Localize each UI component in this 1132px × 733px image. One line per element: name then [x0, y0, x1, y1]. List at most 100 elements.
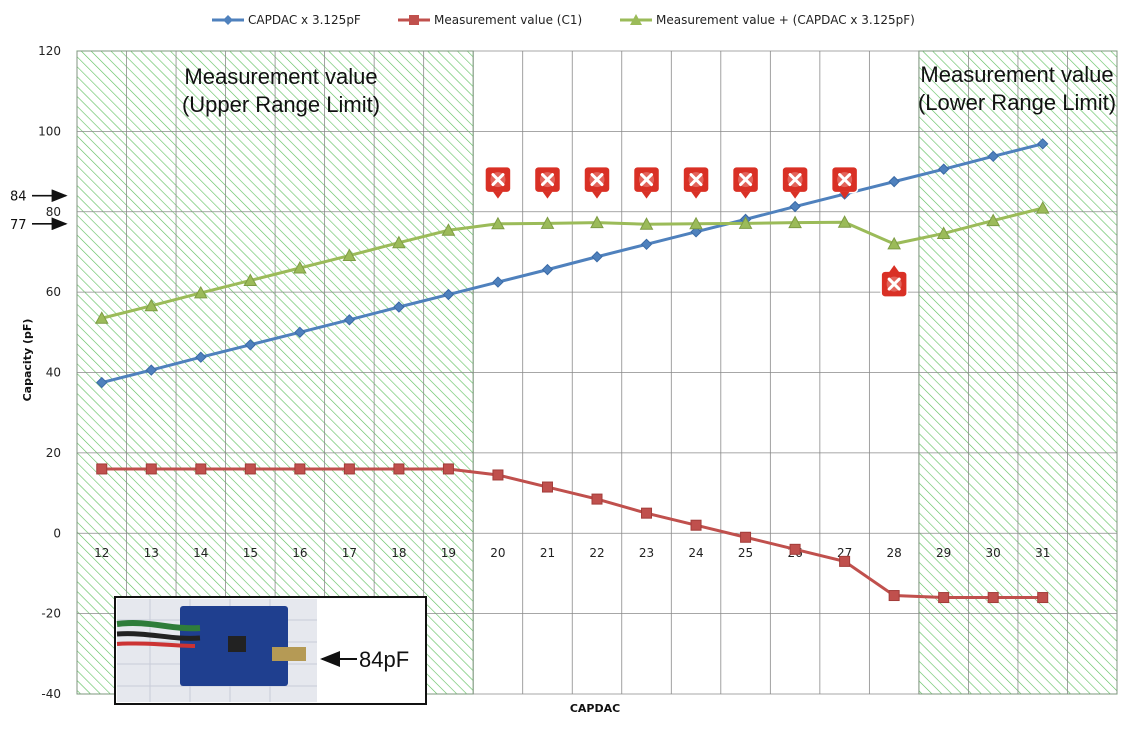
sensor-chip	[228, 636, 246, 652]
data-point	[244, 463, 256, 475]
x-tick-label: 31	[1035, 546, 1050, 560]
y-tick-labels: -40 -20 0 20 40 60 80 100 120	[38, 44, 61, 701]
data-point	[343, 463, 355, 475]
data-point	[393, 463, 405, 475]
error-x-icon	[484, 165, 512, 199]
lower-range-label-line1: Measurement value	[920, 62, 1113, 87]
legend: CAPDAC x 3.125pF Measurement value (C1) Me…	[212, 13, 915, 27]
photo-caption: 84pF	[359, 647, 409, 672]
data-point	[96, 376, 108, 389]
error-x-icon	[583, 165, 611, 199]
data-point	[887, 236, 901, 250]
y-tick-label: 60	[46, 285, 61, 299]
data-point	[343, 314, 356, 326]
error-x-icon	[781, 165, 809, 199]
pin-header	[272, 647, 306, 661]
data-point	[936, 226, 951, 239]
data-point	[492, 276, 504, 288]
data-point	[837, 215, 852, 228]
y-tick-label: 40	[46, 366, 61, 380]
series-line	[101, 206, 1044, 320]
upper-range-label-line2: (Upper Range Limit)	[182, 92, 380, 117]
data-point	[640, 238, 653, 251]
x-tick-label: 19	[441, 546, 456, 560]
data-point	[591, 493, 603, 505]
x-tick-label: 13	[144, 546, 159, 560]
data-point	[689, 216, 703, 230]
series-2	[96, 463, 1049, 604]
x-tick-label: 30	[986, 546, 1001, 560]
legend-label: Measurement value (C1)	[434, 13, 582, 27]
error-x-icon	[682, 165, 710, 199]
y-tick-label: 0	[53, 526, 61, 540]
data-point	[294, 463, 306, 475]
data-point	[195, 351, 207, 363]
data-point	[94, 311, 109, 324]
data-point	[987, 592, 999, 604]
error-x-icon	[830, 165, 859, 199]
data-point	[442, 288, 455, 301]
x-tick-labels: 1213141516171819202122232425262728293031	[94, 546, 1050, 560]
y-tick-label: 20	[46, 446, 61, 460]
ref-arrow-label: 84	[10, 190, 27, 205]
sensor-photo-inset: 84pF	[114, 596, 427, 705]
y-tick-label: -40	[41, 687, 61, 701]
data-point	[195, 463, 207, 475]
data-point	[342, 248, 357, 262]
series-layer	[94, 138, 1050, 604]
data-point	[738, 216, 753, 229]
data-point	[293, 260, 307, 274]
data-point	[492, 469, 504, 481]
data-point	[441, 223, 456, 236]
y-tick-label: 120	[38, 44, 61, 58]
data-point	[591, 251, 603, 263]
data-point	[938, 592, 950, 604]
data-point	[541, 481, 553, 493]
x-tick-label: 23	[639, 546, 654, 560]
error-x-icon	[632, 165, 661, 199]
x-tick-label: 28	[887, 546, 902, 560]
x-tick-label: 29	[936, 546, 951, 560]
series-line	[101, 142, 1044, 385]
data-point	[540, 216, 555, 229]
data-point	[144, 298, 159, 312]
data-point	[1037, 138, 1049, 150]
x-tick-label: 16	[292, 546, 307, 560]
data-point	[639, 217, 654, 230]
data-point	[986, 213, 1001, 227]
data-point	[392, 235, 406, 249]
x-tick-label: 12	[94, 546, 109, 560]
data-point	[193, 285, 208, 299]
legend-entry-3: Measurement value + (CAPDAC x 3.125pF)	[620, 13, 915, 27]
series-3	[94, 201, 1050, 324]
data-point	[393, 301, 405, 313]
data-point	[641, 507, 653, 519]
data-point	[888, 175, 900, 188]
data-point	[690, 226, 702, 238]
data-point	[839, 555, 851, 567]
error-x-icon	[880, 265, 908, 298]
data-point	[888, 590, 900, 602]
data-point	[243, 273, 258, 286]
data-point	[788, 215, 802, 229]
data-point	[1035, 201, 1050, 214]
legend-entry-2: Measurement value (C1)	[398, 13, 582, 27]
cable-bundle	[116, 620, 201, 632]
lower-range-label-line2: (Lower Range Limit)	[918, 90, 1116, 115]
data-point	[789, 200, 801, 213]
data-point	[789, 543, 801, 555]
x-tick-label: 22	[589, 546, 604, 560]
legend-entry-1: CAPDAC x 3.125pF	[212, 13, 361, 27]
data-point	[590, 215, 604, 229]
y-tick-label: 100	[38, 124, 61, 138]
series-1	[96, 138, 1049, 389]
data-point	[1037, 592, 1049, 604]
x-tick-label: 20	[490, 546, 505, 560]
gridlines	[76, 50, 1118, 695]
x-tick-label: 24	[688, 546, 703, 560]
data-point	[96, 463, 108, 475]
data-point	[541, 263, 554, 276]
data-point	[294, 326, 306, 339]
x-tick-label: 15	[243, 546, 258, 560]
